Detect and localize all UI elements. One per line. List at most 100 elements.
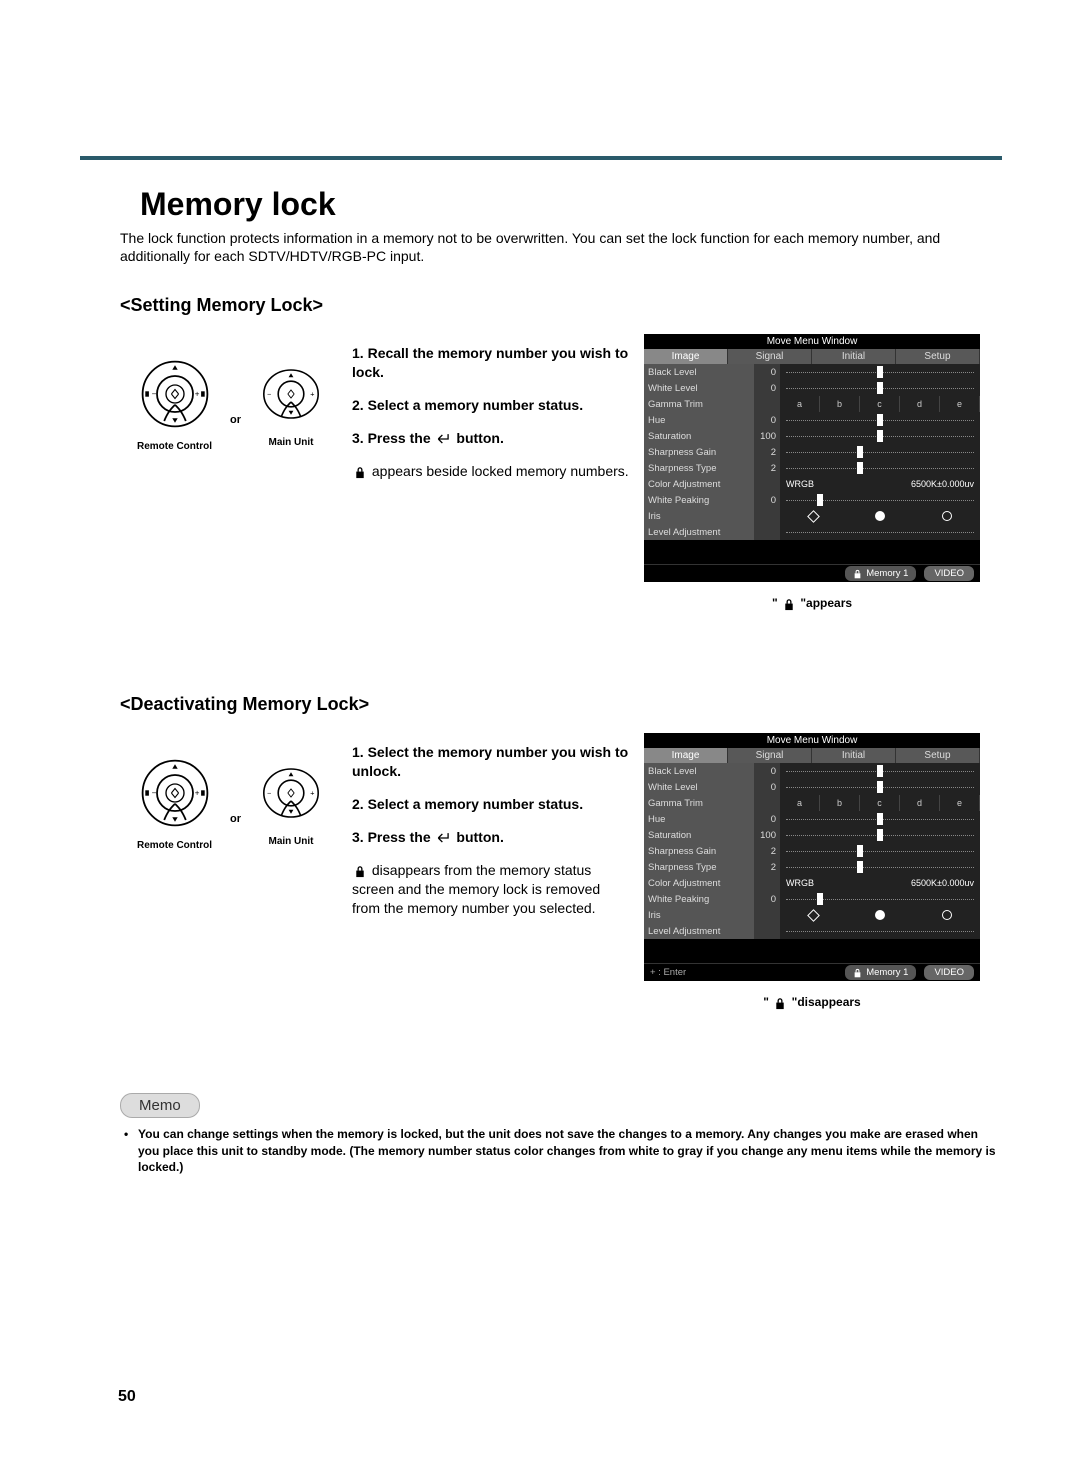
osd-row-slider: [780, 428, 980, 444]
osd-row-value: 0: [754, 811, 780, 827]
osd-row-value: [754, 907, 780, 923]
osd-row: White Level0: [644, 779, 980, 795]
osd-tab: Signal: [728, 748, 812, 763]
lock-icon: [783, 598, 795, 611]
section1-note: appears beside locked memory numbers.: [352, 462, 632, 481]
section2-title: <Deactivating Memory Lock>: [120, 694, 1002, 715]
osd-row-value: 2: [754, 859, 780, 875]
osd-gamma-cells: abcde: [780, 396, 980, 412]
osd-footer-hint: + : Enter: [644, 967, 845, 978]
svg-text:+: +: [310, 390, 314, 399]
memo-label: Memo: [120, 1093, 200, 1118]
osd-row-value: 0: [754, 380, 780, 396]
or-label: or: [230, 813, 241, 825]
osd-row: Hue0: [644, 811, 980, 827]
osd-row-value: [754, 396, 780, 412]
memo-item-1: You can change settings when the memory …: [138, 1126, 1002, 1175]
osd-tab: Setup: [896, 748, 980, 763]
section2: − + Remote Control or −: [120, 733, 1002, 993]
lock-icon: [354, 865, 366, 878]
svg-text:−: −: [267, 789, 271, 798]
osd-tab: Signal: [728, 349, 812, 364]
osd-gamma-cells: abcde: [780, 795, 980, 811]
page-content: Memory lock The lock function protects i…: [120, 186, 1002, 1175]
osd-row: Black Level0: [644, 763, 980, 779]
osd-row-label: Level Adjustment: [644, 524, 754, 540]
section1-step1: 1. Recall the memory number you wish to …: [352, 344, 632, 382]
osd-row-value: 0: [754, 412, 780, 428]
section2-caption: " "disappears: [644, 995, 980, 1009]
main-unit-label: Main Unit: [259, 437, 323, 448]
intro-text: The lock function protects information i…: [120, 229, 1002, 265]
osd-row-value: 2: [754, 843, 780, 859]
osd-row-blank: [780, 524, 980, 540]
osd-screen-1: Move Menu WindowImageSignalInitialSetupB…: [644, 334, 980, 582]
osd-row-slider: [780, 859, 980, 875]
page-title: Memory lock: [140, 186, 1002, 223]
osd-row-value: [754, 795, 780, 811]
osd-row: Level Adjustment: [644, 923, 980, 939]
osd-title: Move Menu Window: [644, 334, 980, 349]
osd-row-label: Hue: [644, 412, 754, 428]
enter-icon: [435, 831, 453, 845]
osd-row-value: [754, 923, 780, 939]
osd-row-label: White Peaking: [644, 891, 754, 907]
osd-row-label: Gamma Trim: [644, 396, 754, 412]
osd-tab: Initial: [812, 748, 896, 763]
osd-footer-source: VIDEO: [924, 965, 974, 980]
osd-row: Saturation100: [644, 428, 980, 444]
section1: − + Remote Control or −: [120, 334, 1002, 594]
osd-row-value: 0: [754, 779, 780, 795]
osd-title: Move Menu Window: [644, 733, 980, 748]
osd-footer: + : EnterMemory 1 VIDEO: [644, 963, 980, 981]
osd-footer-source: VIDEO: [924, 566, 974, 581]
osd-row-label: Black Level: [644, 763, 754, 779]
osd-row: Iris: [644, 907, 980, 923]
remote-dial-icon: − +: [139, 358, 211, 430]
osd-row-label: Color Adjustment: [644, 476, 754, 492]
osd-row-slider: [780, 811, 980, 827]
osd-row-label: Iris: [644, 907, 754, 923]
osd-color-info: WRGB6500K±0.000uv: [780, 875, 980, 891]
section1-step2: 2. Select a memory number status.: [352, 396, 632, 415]
controls-illustration-2: − + Remote Control or −: [120, 757, 340, 851]
osd-row-slider: [780, 779, 980, 795]
osd-row-value: 0: [754, 364, 780, 380]
osd-row-slider: [780, 763, 980, 779]
osd-row: White Peaking0: [644, 891, 980, 907]
main-unit-label: Main Unit: [259, 836, 323, 847]
osd-footer-memory: Memory 1: [845, 965, 916, 980]
osd-row: Sharpness Type2: [644, 460, 980, 476]
svg-text:−: −: [267, 390, 271, 399]
or-label: or: [230, 414, 241, 426]
section1-screen: Move Menu WindowImageSignalInitialSetupB…: [644, 334, 980, 610]
osd-footer-memory: Memory 1: [845, 566, 916, 581]
osd-row-value: 0: [754, 492, 780, 508]
section1-caption: " "appears: [644, 596, 980, 610]
osd-row: Color AdjustmentWRGB6500K±0.000uv: [644, 875, 980, 891]
osd-tab: Image: [644, 748, 728, 763]
osd-row-label: White Peaking: [644, 492, 754, 508]
osd-row-value: 0: [754, 763, 780, 779]
osd-row-label: Sharpness Gain: [644, 843, 754, 859]
section2-screen: Move Menu WindowImageSignalInitialSetupB…: [644, 733, 980, 1009]
osd-iris-options: [780, 508, 980, 524]
osd-row-label: Sharpness Gain: [644, 444, 754, 460]
svg-text:+: +: [194, 789, 199, 798]
controls-illustration-1: − + Remote Control or −: [120, 358, 340, 452]
osd-row-slider: [780, 843, 980, 859]
osd-screen-2: Move Menu WindowImageSignalInitialSetupB…: [644, 733, 980, 981]
osd-row-value: 0: [754, 891, 780, 907]
osd-row: Gamma Trim abcde: [644, 795, 980, 811]
remote-label: Remote Control: [137, 840, 212, 851]
top-rule: [80, 156, 1002, 160]
osd-tab: Setup: [896, 349, 980, 364]
osd-row-value: [754, 508, 780, 524]
osd-footer: Memory 1 VIDEO: [644, 564, 980, 582]
osd-row: Gamma Trim abcde: [644, 396, 980, 412]
osd-row: Sharpness Gain2: [644, 444, 980, 460]
enter-icon: [435, 432, 453, 446]
remote-label: Remote Control: [137, 441, 212, 452]
osd-row-label: Gamma Trim: [644, 795, 754, 811]
section2-note: disappears from the memory status screen…: [352, 861, 632, 918]
